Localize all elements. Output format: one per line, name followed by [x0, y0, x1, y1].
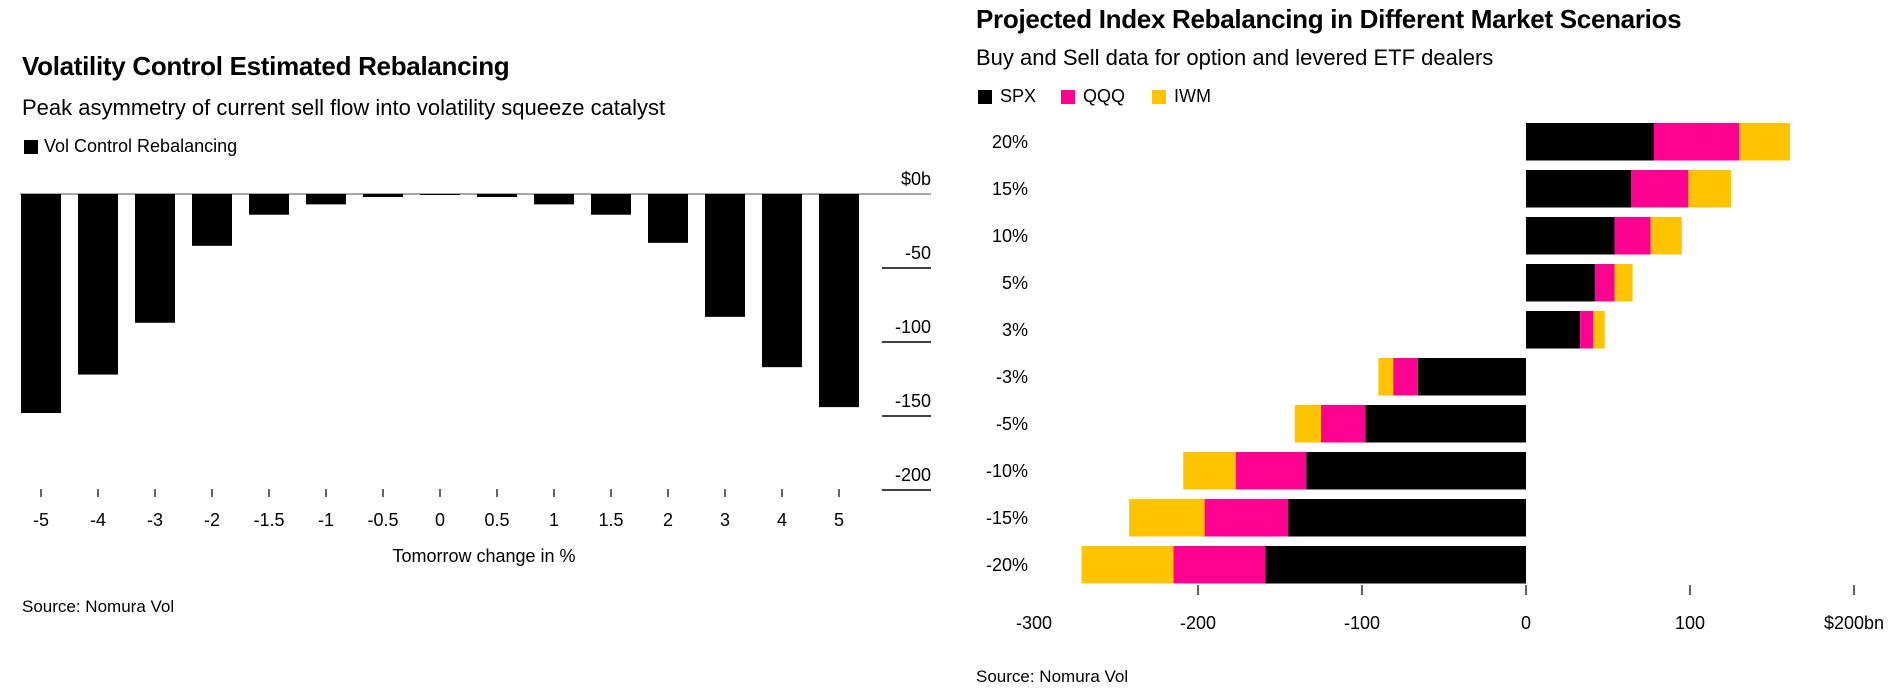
- y-tick-label: 15%: [992, 179, 1028, 199]
- bar--1.5: [249, 194, 289, 215]
- bar-qqq-15%: [1630, 170, 1689, 208]
- bar-3: [705, 194, 745, 317]
- bar-1: [534, 194, 574, 205]
- y-tick-label: -200: [895, 465, 931, 485]
- bar-qqq-20%: [1653, 123, 1740, 161]
- bar-spx--3%: [1417, 358, 1526, 396]
- x-tick-label: 0.5: [484, 510, 509, 530]
- bar-5: [819, 194, 859, 408]
- y-tick-label: -5%: [996, 414, 1028, 434]
- legend-label-qqq: QQQ: [1083, 86, 1126, 106]
- x-tick-label: 3: [720, 510, 730, 530]
- x-tick-label: 1: [549, 510, 559, 530]
- bar-0.5: [477, 194, 517, 197]
- legend-swatch-spx: [978, 90, 992, 104]
- x-tick-label: 0: [435, 510, 445, 530]
- x-tick-label: 100: [1675, 613, 1705, 633]
- x-tick-label: -0.5: [367, 510, 398, 530]
- x-tick-label: -1.5: [253, 510, 284, 530]
- bar-qqq-3%: [1580, 311, 1594, 349]
- bar-spx-15%: [1526, 170, 1631, 208]
- x-tick-label: -100: [1344, 613, 1380, 633]
- legend-swatch-qqq: [1061, 90, 1075, 104]
- bar-spx-20%: [1526, 123, 1654, 161]
- x-tick-label: -2: [204, 510, 220, 530]
- x-axis-title: Tomorrow change in %: [392, 546, 575, 566]
- bar-qqq--20%: [1173, 546, 1266, 584]
- bar-spx--20%: [1265, 546, 1526, 584]
- y-tick-label: -20%: [986, 555, 1028, 575]
- bar-qqq-10%: [1614, 217, 1651, 255]
- bar-qqq--10%: [1235, 452, 1307, 490]
- bar-iwm--3%: [1378, 358, 1394, 396]
- bar-spx--10%: [1306, 452, 1526, 490]
- bar-iwm--10%: [1183, 452, 1236, 490]
- x-tick-label: -4: [90, 510, 106, 530]
- right-chart-title: Projected Index Rebalancing in Different…: [976, 4, 1682, 34]
- bar--0.5: [363, 194, 403, 197]
- bar--2: [192, 194, 232, 246]
- x-tick-label: $200bn: [1824, 613, 1884, 633]
- x-tick-label: -5: [33, 510, 49, 530]
- bar-0: [420, 194, 460, 195]
- y-tick-label: -3%: [996, 367, 1028, 387]
- left-chart: $0b -50 -100 -150 -200 -5 -4 -3 -2 -1.5 -1 -0.5 0 0.5…: [20, 169, 931, 566]
- legend-label-vol-control: Vol Control Rebalancing: [44, 136, 238, 156]
- right-chart-source: Source: Nomura Vol: [976, 667, 1129, 686]
- bar-iwm--20%: [1081, 546, 1174, 584]
- y-tick-label: -10%: [986, 461, 1028, 481]
- bar-spx--15%: [1288, 499, 1526, 537]
- bar-iwm-5%: [1614, 264, 1633, 302]
- bar-qqq--15%: [1204, 499, 1289, 537]
- x-tick-label: 4: [777, 510, 787, 530]
- right-chart-subtitle: Buy and Sell data for option and levered…: [976, 45, 1494, 70]
- bar-4: [762, 194, 802, 368]
- x-tick-label: 2: [663, 510, 673, 530]
- legend-swatch-vol-control: [24, 140, 38, 154]
- x-tick-label: 0: [1521, 613, 1531, 633]
- bar-1.5: [591, 194, 631, 215]
- legend-label-iwm: IWM: [1174, 86, 1211, 106]
- bar--5: [21, 194, 61, 414]
- bar-2: [648, 194, 688, 243]
- bar-qqq--5%: [1321, 405, 1366, 443]
- bar-spx-10%: [1526, 217, 1615, 255]
- x-tick-label: -1: [318, 510, 334, 530]
- bar-iwm--5%: [1294, 405, 1321, 443]
- left-chart-subtitle: Peak asymmetry of current sell flow into…: [22, 95, 666, 120]
- bar-spx--5%: [1365, 405, 1526, 443]
- bar-iwm-15%: [1688, 170, 1731, 208]
- y-tick-label: -50: [905, 243, 931, 263]
- y-tick-label: -15%: [986, 508, 1028, 528]
- bar--4: [78, 194, 118, 375]
- x-tick-label: 1.5: [598, 510, 623, 530]
- y-tick-label: 20%: [992, 132, 1028, 152]
- legend-label-spx: SPX: [1000, 86, 1037, 106]
- y-tick-label: 3%: [1002, 320, 1028, 340]
- y-tick-label: $0b: [901, 169, 931, 189]
- legend-swatch-iwm: [1152, 90, 1166, 104]
- left-chart-source: Source: Nomura Vol: [22, 597, 175, 616]
- x-tick-label: -3: [147, 510, 163, 530]
- bar-qqq-5%: [1594, 264, 1615, 302]
- x-tick-label: 5: [834, 510, 844, 530]
- bar-iwm-20%: [1739, 123, 1791, 161]
- y-tick-label: 10%: [992, 226, 1028, 246]
- y-tick-label: 5%: [1002, 273, 1028, 293]
- bar-spx-3%: [1526, 311, 1581, 349]
- bar--3: [135, 194, 175, 323]
- bar-iwm-3%: [1593, 311, 1605, 349]
- left-chart-title: Volatility Control Estimated Rebalancing: [22, 51, 510, 81]
- x-tick-label: -200: [1180, 613, 1216, 633]
- bar-iwm-10%: [1650, 217, 1682, 255]
- bar-qqq--3%: [1393, 358, 1418, 396]
- bar--1: [306, 194, 346, 205]
- bar-iwm--15%: [1129, 499, 1205, 537]
- bar-spx-5%: [1526, 264, 1595, 302]
- x-tick-label: -300: [1016, 613, 1052, 633]
- y-tick-label: -150: [895, 391, 931, 411]
- y-tick-label: -100: [895, 317, 931, 337]
